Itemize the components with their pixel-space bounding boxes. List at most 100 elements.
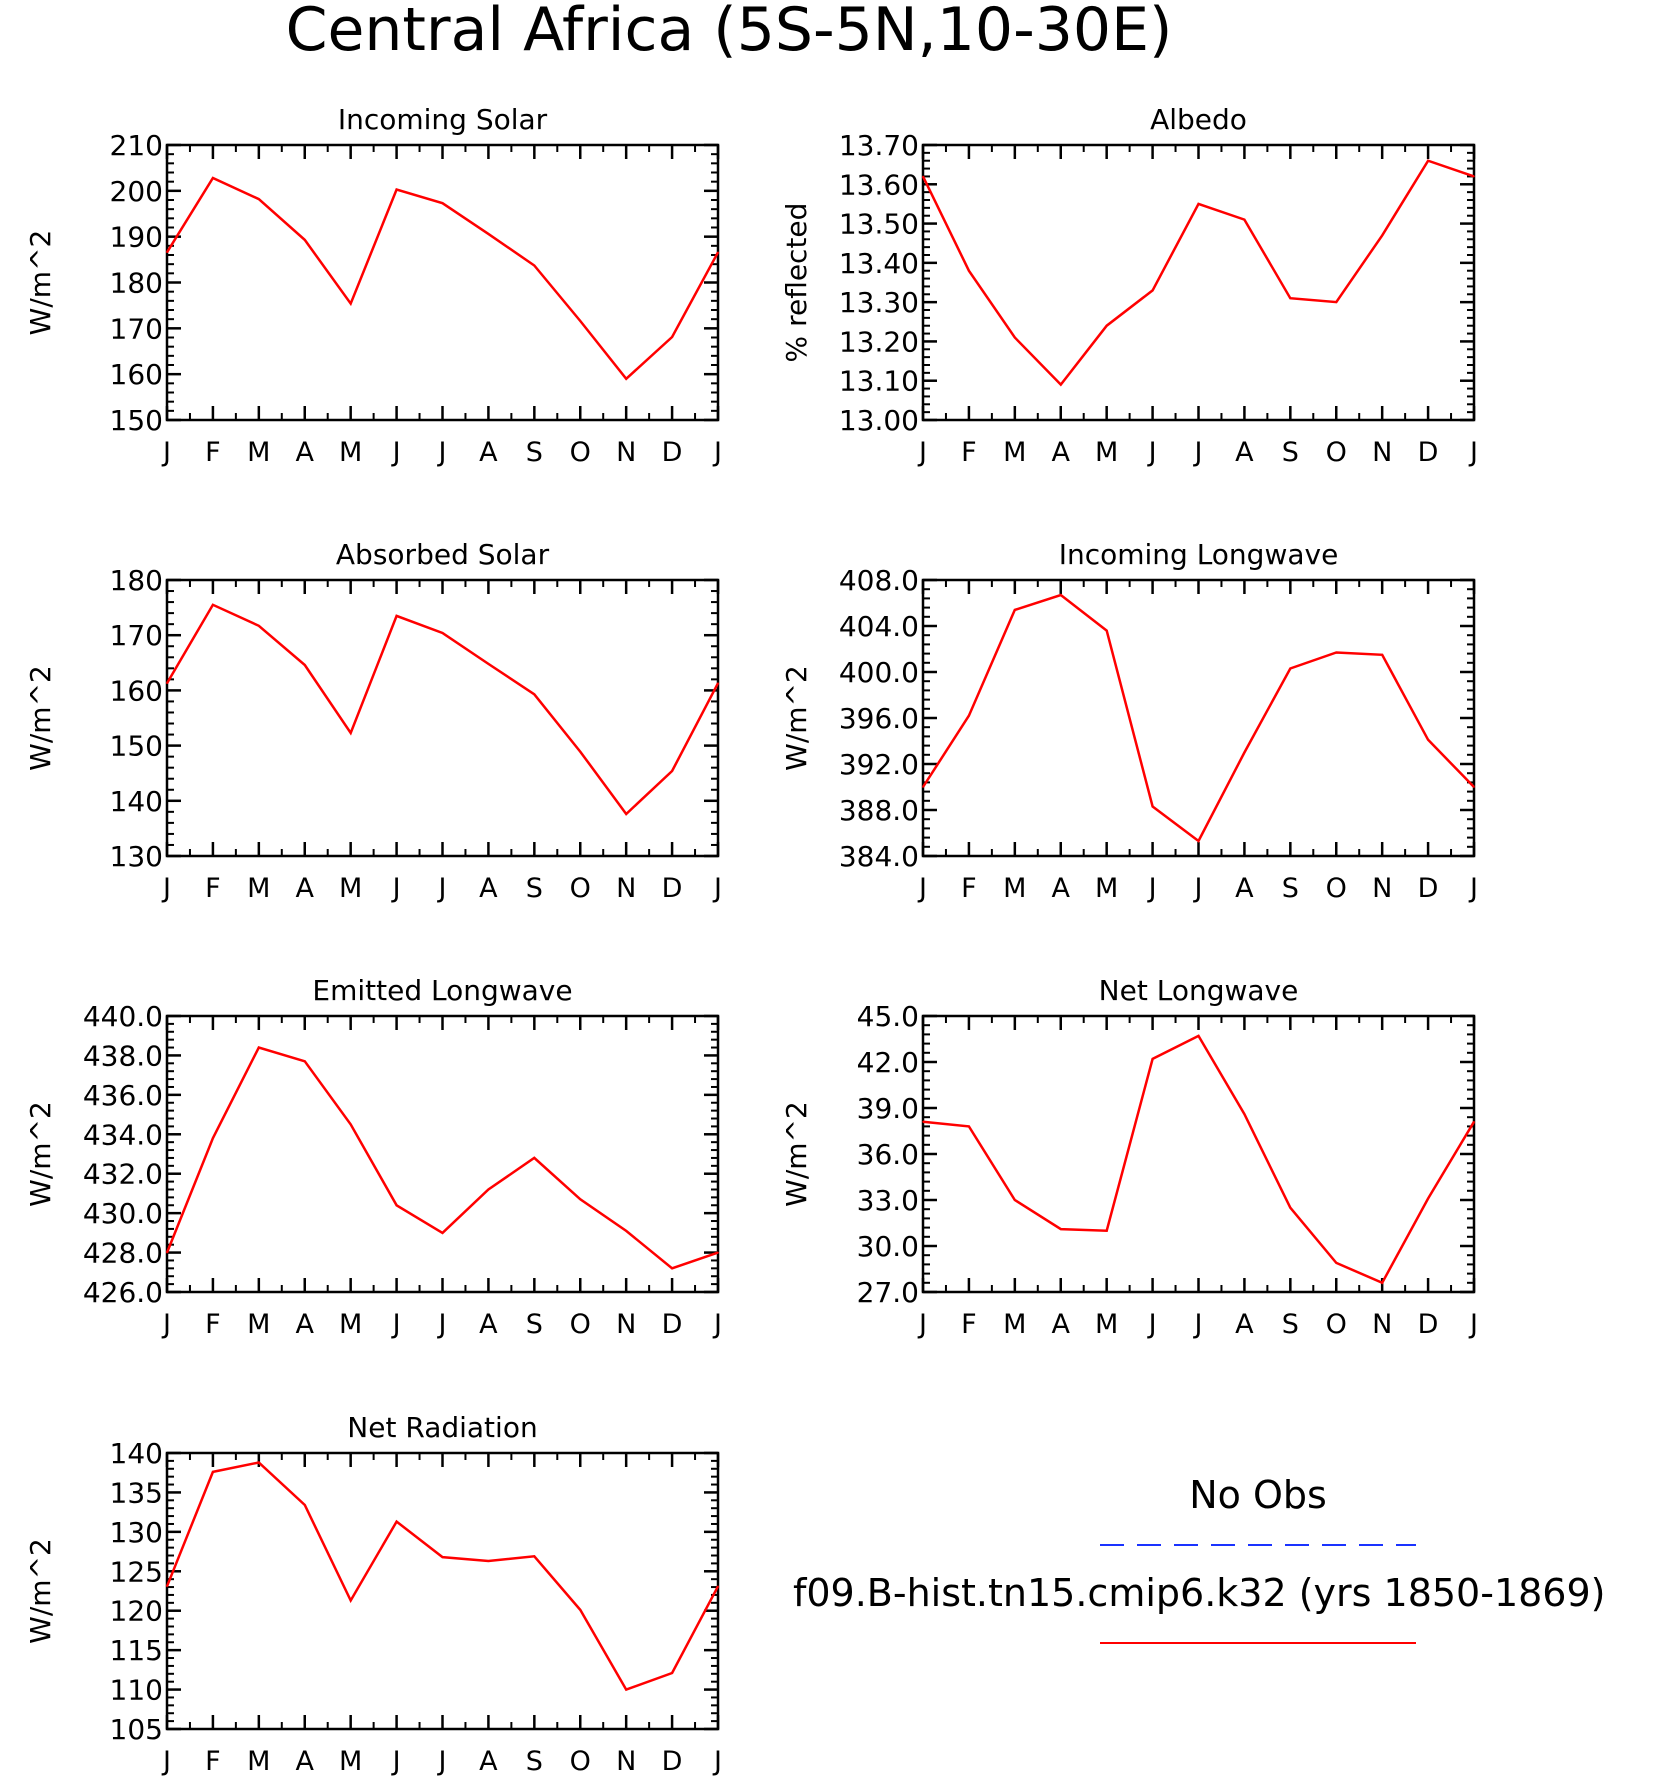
x-tick-label: D (1418, 873, 1439, 904)
data-point (922, 175, 924, 178)
data-point (1151, 805, 1154, 808)
data-point (258, 1461, 260, 1464)
panel-title: Incoming Solar (338, 103, 548, 136)
data-point (441, 202, 444, 205)
x-tick-label: A (296, 1746, 315, 1777)
y-tick-label: 160 (110, 358, 163, 391)
series-line (165, 176, 720, 381)
x-tick-label: F (205, 1309, 221, 1340)
x-tick-label: D (662, 1309, 683, 1340)
y-tick-label: 39.0 (857, 1092, 919, 1125)
x-tick-label: O (570, 1746, 591, 1777)
data-point (1243, 751, 1246, 754)
y-axis-label: W/m^2 (24, 1101, 57, 1207)
x-tick-label: A (1235, 873, 1254, 904)
data-point (441, 1556, 444, 1558)
x-tick-label: S (526, 873, 543, 904)
data-point (717, 251, 719, 254)
panel-title: Net Longwave (1099, 974, 1299, 1007)
data-point (968, 714, 970, 717)
data-point (1381, 234, 1383, 237)
x-tick-label: J (712, 1309, 722, 1340)
y-tick-label: 130 (110, 840, 163, 873)
x-tick-label: J (1193, 437, 1203, 468)
y-tick-label: 392.0 (839, 748, 919, 781)
panels: J F M A M J J A S O N D J150160170180190200210Incomi… (24, 103, 1478, 1777)
data-point (258, 625, 260, 627)
data-point (487, 663, 490, 665)
x-tick-label: M (1095, 873, 1118, 904)
data-point (1381, 1282, 1383, 1284)
x-tick-label: A (1052, 437, 1071, 468)
y-tick-label: 36.0 (857, 1138, 919, 1171)
x-tick-label: J (1147, 437, 1157, 468)
data-point (717, 1585, 719, 1588)
x-tick-label: J (437, 1309, 447, 1340)
x-tick-label: N (1372, 1309, 1392, 1340)
x-tick-label: J (437, 437, 447, 468)
y-tick-label: 150 (110, 730, 163, 763)
panel-title: Incoming Longwave (1059, 538, 1339, 571)
data-point (349, 1123, 352, 1126)
series-line (922, 1034, 1476, 1285)
legend-model-label: f09.B-hist.tn15.cmip6.k32 (yrs 1850-1869… (793, 1571, 1605, 1615)
panel-absorbed-solar: J F M A M J J A S O N D J130140150160170180Absorbed … (24, 538, 722, 904)
x-tick-label: J (161, 873, 171, 904)
x-tick-label: A (296, 873, 315, 904)
x-tick-label: A (1235, 437, 1254, 468)
plot-frame (165, 143, 720, 422)
x-tick-label: M (247, 437, 270, 468)
data-point (1473, 175, 1475, 178)
x-tick-label: J (1147, 1309, 1157, 1340)
data-point (1427, 1197, 1429, 1200)
y-tick-label: 13.10 (839, 365, 919, 398)
data-point (533, 1157, 536, 1159)
data-point (671, 1267, 673, 1270)
x-tick-label: F (205, 437, 221, 468)
y-tick-label: 428.0 (83, 1237, 163, 1270)
data-point (441, 632, 444, 634)
data-point (395, 615, 398, 617)
data-point (1289, 297, 1292, 300)
data-point (1289, 667, 1292, 670)
data-point (349, 732, 352, 734)
y-tick-label: 426.0 (83, 1276, 163, 1309)
y-tick-label: 45.0 (857, 1000, 919, 1033)
x-tick-label: A (296, 1309, 315, 1340)
y-tick-label: 190 (110, 221, 163, 254)
x-tick-label: M (339, 1309, 362, 1340)
data-point (349, 1599, 352, 1602)
x-tick-label: N (1372, 437, 1392, 468)
data-point (533, 693, 536, 696)
data-point (1014, 1199, 1016, 1201)
y-tick-label: 434.0 (83, 1118, 163, 1151)
data-point (1105, 324, 1108, 327)
figure-title: Central Africa (5S-5N,10-30E) (286, 0, 1173, 65)
data-point (717, 682, 719, 685)
x-tick-label: J (437, 873, 447, 904)
y-tick-label: 384.0 (839, 840, 919, 873)
x-tick-label: F (961, 437, 977, 468)
x-tick-label: O (570, 437, 591, 468)
y-tick-label: 388.0 (839, 794, 919, 827)
y-tick-label: 180 (110, 564, 163, 597)
y-tick-label: 408.0 (839, 564, 919, 597)
x-tick-label: J (391, 1309, 401, 1340)
data-point (1243, 1113, 1246, 1115)
x-tick-label: M (247, 873, 270, 904)
data-point (1014, 336, 1016, 339)
y-tick-label: 170 (110, 312, 163, 345)
panel-incoming-solar: J F M A M J J A S O N D J150160170180190200210Incomi… (24, 103, 722, 468)
data-point (1335, 301, 1338, 303)
y-tick-label: 42.0 (857, 1046, 919, 1079)
y-tick-label: 150 (110, 404, 163, 437)
x-tick-label: D (662, 873, 683, 904)
data-point (166, 682, 168, 685)
series-line (921, 593, 1475, 843)
data-point (533, 264, 536, 267)
y-tick-label: 396.0 (839, 702, 919, 735)
data-point (166, 251, 168, 254)
data-point (1151, 1058, 1154, 1060)
